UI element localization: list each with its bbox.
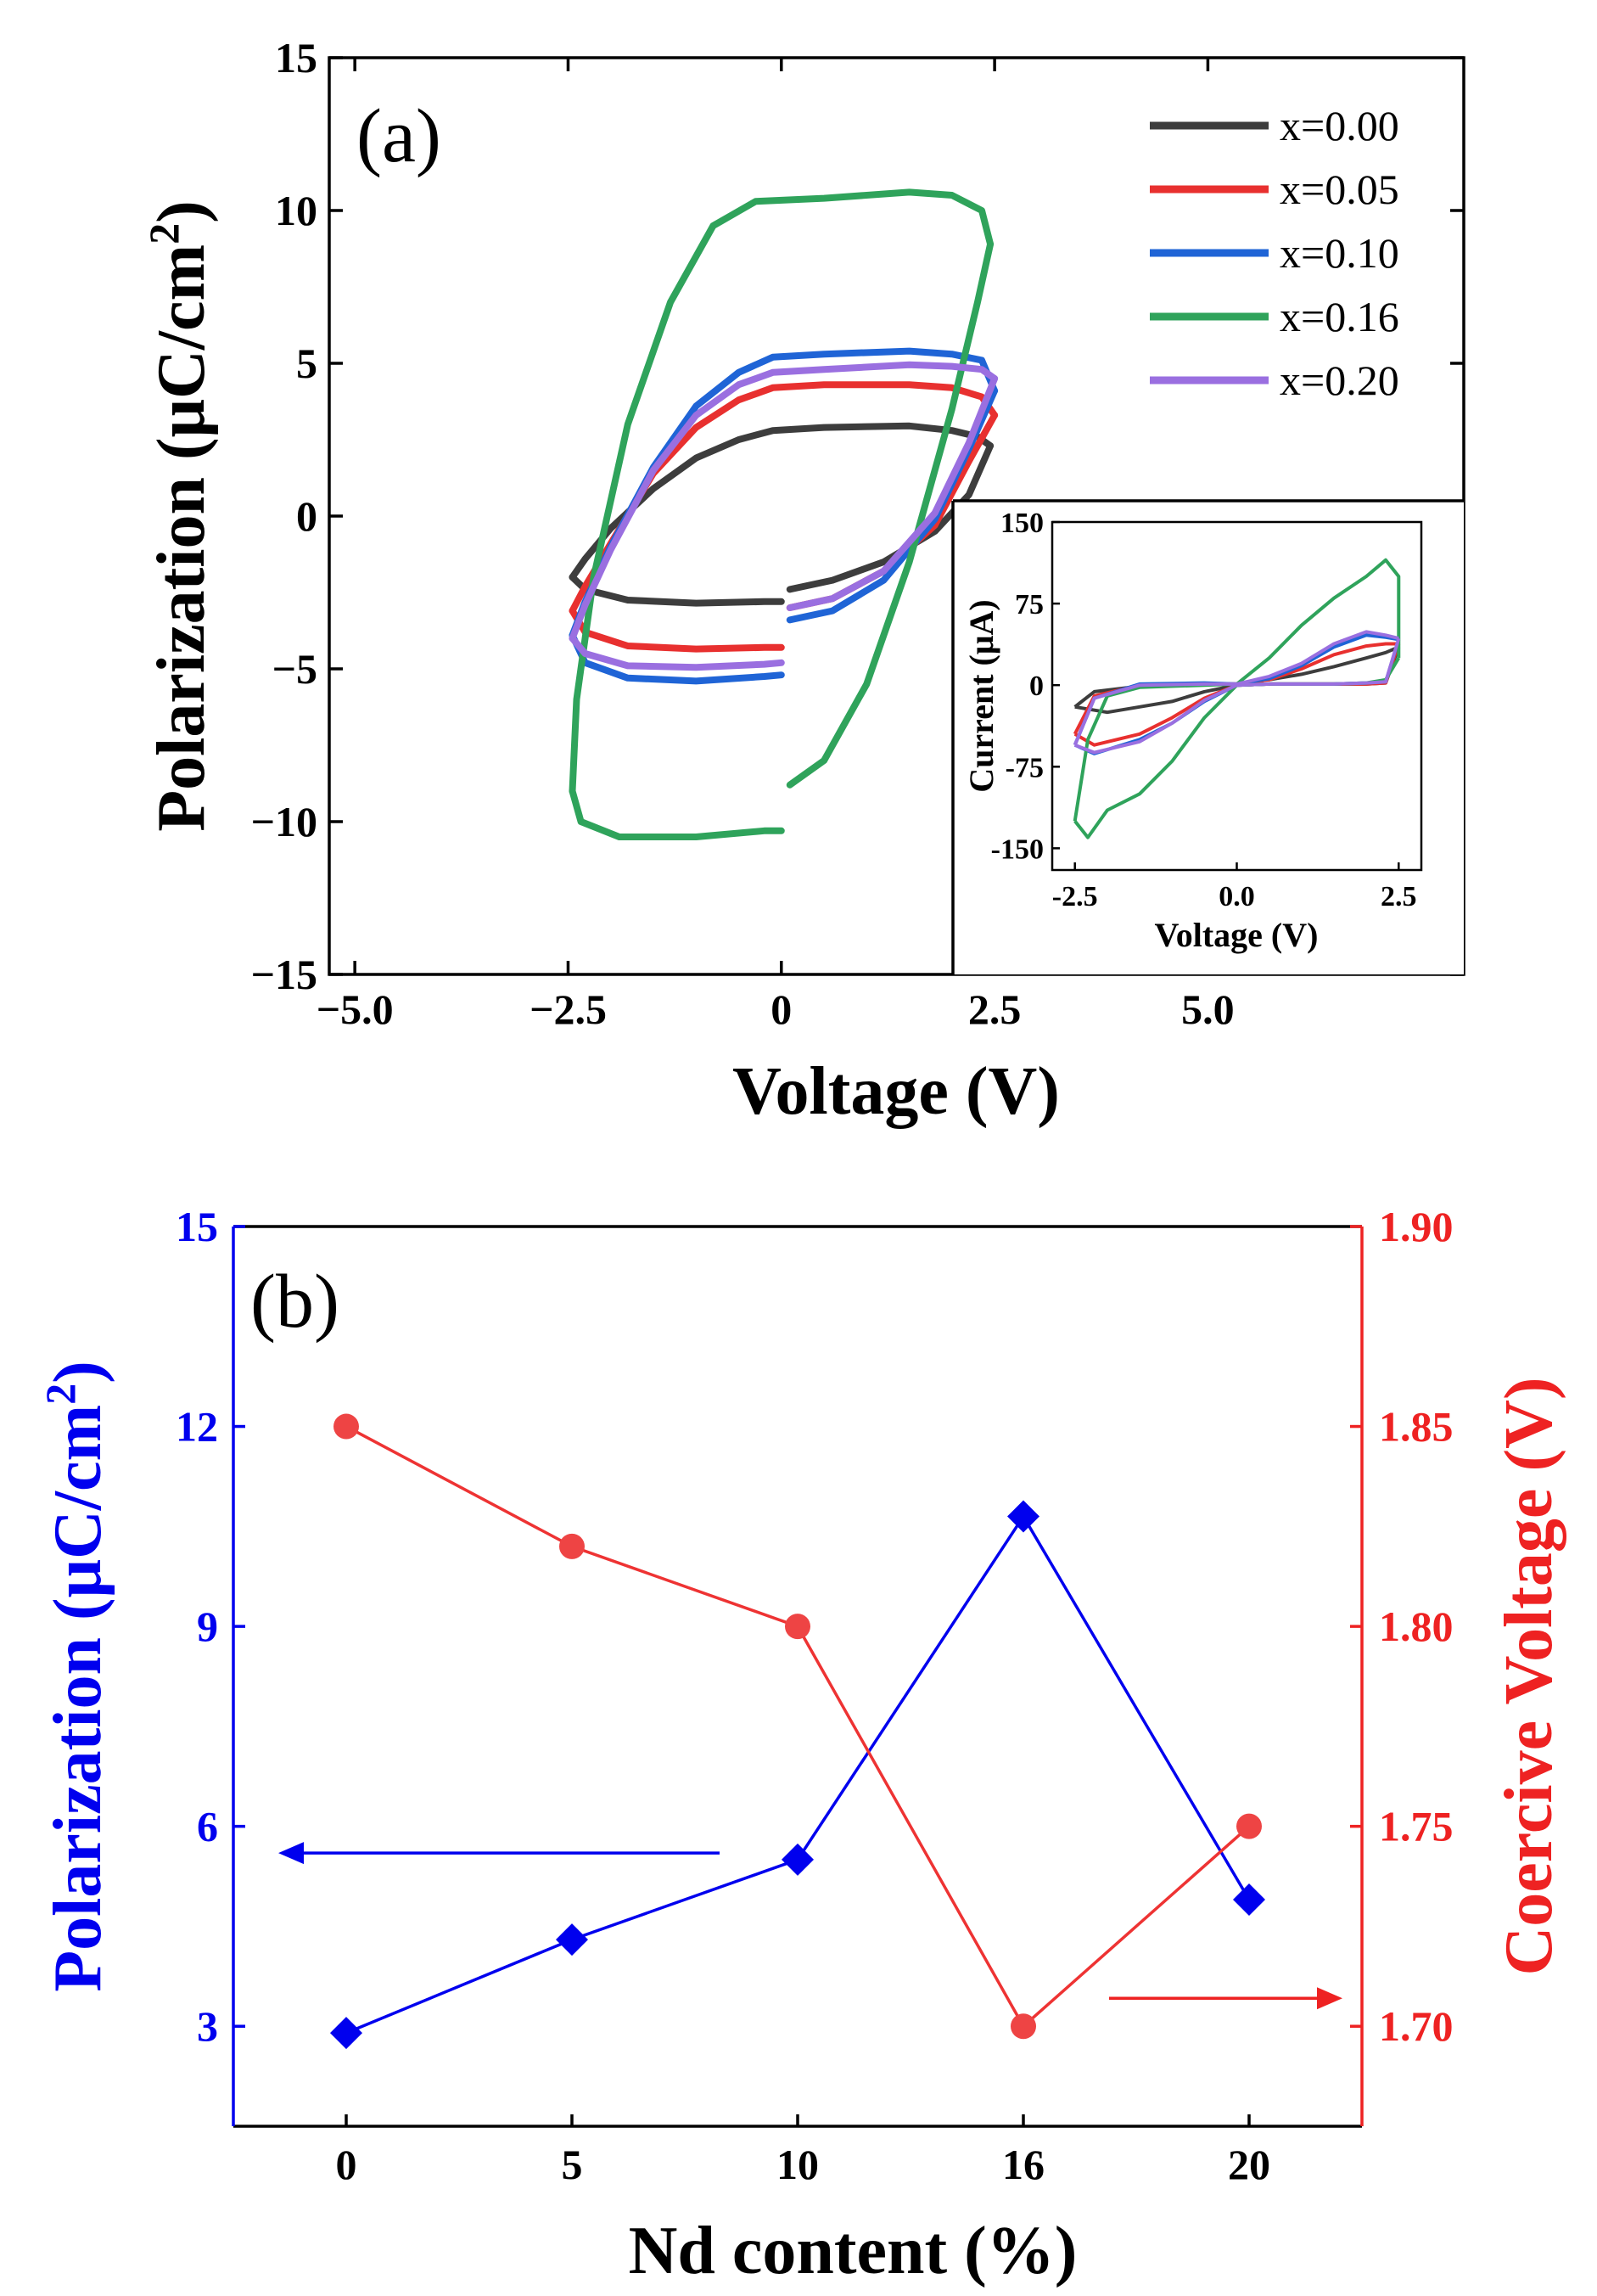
loop-x=0.00-lower_left xyxy=(569,574,785,607)
inset-ticks: -2.5 0.0 2.5 -150 -75 0 75 150 xyxy=(991,508,1417,912)
legend-label: x=0.10 xyxy=(1280,229,1399,277)
a-y-tick-label: 0 xyxy=(296,492,317,540)
b-left-y-tick-label: 12 xyxy=(176,1403,218,1451)
b-x-tick-label: 0 xyxy=(336,2141,357,2188)
panel-a-label: (a) xyxy=(356,94,441,178)
loop-x=0.20-lower_right xyxy=(786,375,999,611)
panel-a-loops xyxy=(569,188,999,840)
inset-x-tick-label: 0.0 xyxy=(1219,881,1255,912)
b-x-tick-label: 10 xyxy=(776,2141,819,2188)
inset-background xyxy=(953,501,1464,974)
inset-y-axis-label: Current (μA) xyxy=(962,599,1000,792)
right-axis-arrowhead xyxy=(1317,1987,1342,2010)
inset-x-tick-label: 2.5 xyxy=(1381,881,1417,912)
legend-label: x=0.05 xyxy=(1280,166,1399,213)
a-x-tick-label: 0 xyxy=(770,985,792,1033)
loop-x=0.16-lower_left xyxy=(569,788,785,840)
a-y-tick-label: 15 xyxy=(275,34,317,81)
panel-b-annotation-arrows xyxy=(278,1842,1342,2010)
left-axis-arrowhead xyxy=(278,1842,304,1865)
a-y-tick-label: 5 xyxy=(296,340,317,387)
b-left-y-tick-label: 9 xyxy=(197,1603,218,1650)
panel-a-hysteresis-chart: −5.0 −2.5 0 2.5 5.0 −15 −10 −5 0 5 10 15 (a) Voltag… xyxy=(140,34,1465,1129)
inset-y-tick-label: 0 xyxy=(1029,671,1044,702)
b-x-tick-label: 5 xyxy=(562,2141,583,2188)
coercive-voltage-point xyxy=(559,1533,585,1559)
polarization-point xyxy=(556,1923,588,1956)
b-right-y-tick-label: 1.75 xyxy=(1379,1803,1454,1850)
inset-y-tick-label: 150 xyxy=(1000,508,1044,539)
loop-x=0.20-upper xyxy=(569,361,999,642)
b-left-y-tick-label: 3 xyxy=(197,2002,218,2050)
b-right-y-tick-label: 1.85 xyxy=(1379,1403,1454,1451)
b-right-y-tick-label: 1.70 xyxy=(1379,2002,1454,2050)
panel-b-right-y-axis-label: Coercive Voltage (V) xyxy=(1492,1378,1566,1976)
a-y-tick-label: −15 xyxy=(251,951,318,998)
a-x-tick-label: −2.5 xyxy=(530,985,607,1033)
coercive-voltage-point xyxy=(1236,1813,1262,1839)
inset-y-tick-label: -75 xyxy=(1006,752,1044,783)
a-y-tick-label: −10 xyxy=(251,798,318,845)
a-x-tick-label: −5.0 xyxy=(317,985,394,1033)
polarization-point xyxy=(1007,1500,1039,1533)
coercive-voltage-point xyxy=(1011,2013,1036,2040)
legend-label: x=0.16 xyxy=(1280,293,1399,340)
b-right-y-tick-label: 1.80 xyxy=(1379,1603,1454,1650)
b-left-y-tick-label: 6 xyxy=(197,1803,218,1850)
loop-x=0.16-lower_right xyxy=(786,240,995,789)
a-x-tick-label: 5.0 xyxy=(1181,985,1235,1033)
panel-b-label: (b) xyxy=(250,1260,339,1344)
inset-loop-x=0.20-lower xyxy=(1073,637,1401,755)
legend-label: x=0.00 xyxy=(1280,102,1399,149)
panel-a-ticks: −5.0 −2.5 0 2.5 5.0 −15 −10 −5 0 5 10 15 xyxy=(251,34,1464,1033)
coercive-voltage-point xyxy=(333,1413,359,1440)
inset-x-tick-label: -2.5 xyxy=(1052,881,1098,912)
a-x-tick-label: 2.5 xyxy=(968,985,1022,1033)
loop-x=0.05-lower_left xyxy=(569,607,785,653)
b-right-y-tick-label: 1.90 xyxy=(1379,1203,1454,1250)
legend-label: x=0.20 xyxy=(1280,356,1399,404)
panel-a-y-axis-label: Polarization (μC/cm2) xyxy=(140,200,219,831)
panel-a-x-axis-label: Voltage (V) xyxy=(732,1054,1060,1129)
panel-a-inset-current-chart: -2.5 0.0 2.5 -150 -75 0 75 150 Voltage (V) Curr… xyxy=(951,499,1464,974)
inset-x-axis-label: Voltage (V) xyxy=(1155,916,1319,954)
panel-b-series xyxy=(330,1413,1265,2050)
loop-x=0.20-lower_left xyxy=(569,635,785,671)
panel-a-legend: x=0.00 x=0.05 x=0.10 x=0.16 x=0.20 xyxy=(1150,102,1399,404)
panel-b-left-y-axis-label: Polarization (μC/cm2) xyxy=(36,1361,115,1991)
panel-b-ticks: 0 5 10 16 20 3 6 9 12 15 1.70 1.75 1.80 1.85 1.90 xyxy=(176,1203,1454,2188)
polarization-point xyxy=(1233,1883,1265,1917)
inset-y-tick-label: -150 xyxy=(991,834,1044,865)
b-left-y-tick-label: 15 xyxy=(176,1203,218,1250)
series-line-polarization xyxy=(345,1513,1251,2035)
inset-loops xyxy=(1073,558,1401,839)
polarization-point xyxy=(782,1843,814,1876)
polarization-point xyxy=(330,2017,362,2050)
coercive-voltage-point xyxy=(785,1614,810,1640)
panel-b-x-axis-label: Nd content (%) xyxy=(629,2214,1078,2288)
b-x-tick-label: 16 xyxy=(1002,2141,1045,2188)
inset-loop-x=0.20-upper xyxy=(1073,630,1399,746)
inset-y-tick-label: 75 xyxy=(1015,589,1044,620)
series-line-coercive-voltage xyxy=(345,1425,1251,2029)
b-x-tick-label: 20 xyxy=(1228,2141,1270,2188)
a-y-tick-label: −5 xyxy=(272,645,318,693)
a-y-tick-label: 10 xyxy=(275,187,317,234)
